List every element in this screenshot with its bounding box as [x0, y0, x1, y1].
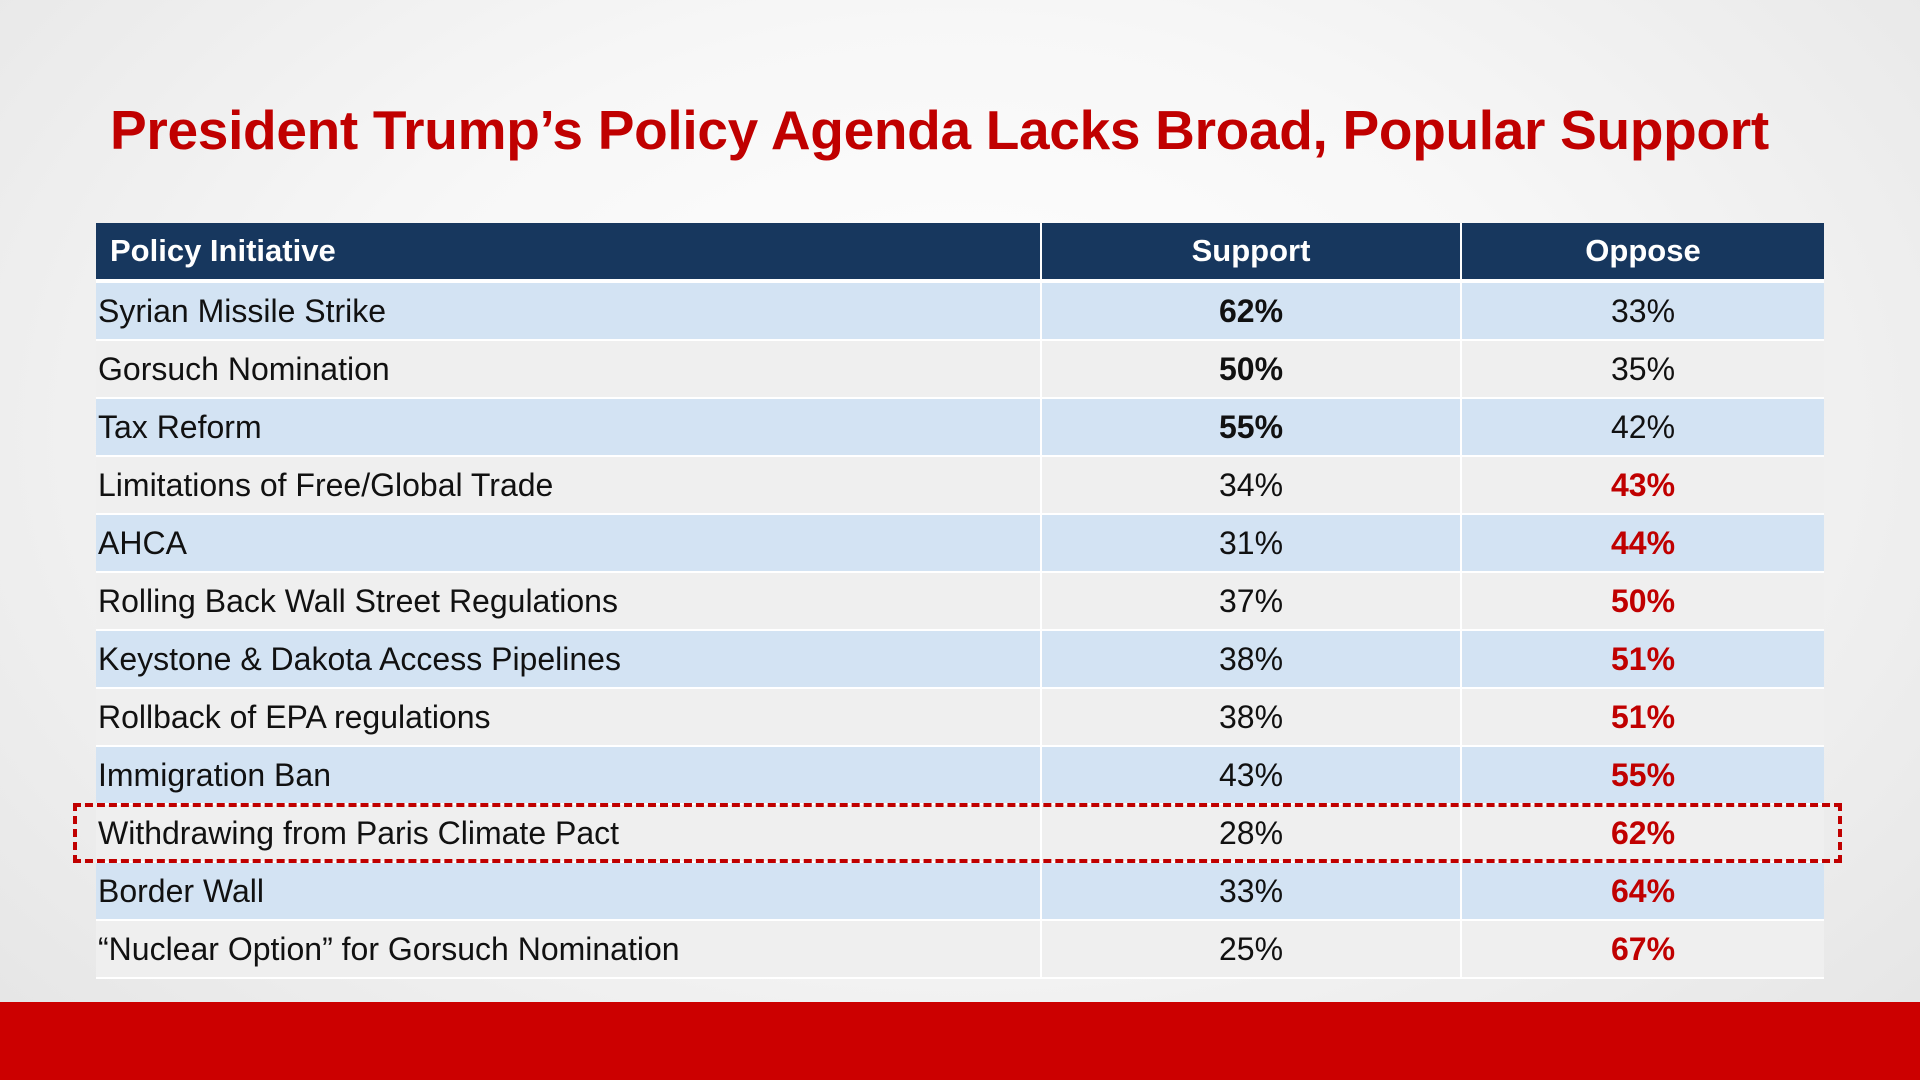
policy-name-cell: Withdrawing from Paris Climate Pact: [96, 804, 1042, 863]
support-value-cell: 25%: [1041, 920, 1462, 979]
oppose-value-cell: 67%: [1461, 920, 1824, 979]
policy-name-cell: “Nuclear Option” for Gorsuch Nomination: [96, 920, 1042, 979]
support-value-cell: 50%: [1041, 340, 1462, 399]
oppose-value-cell: 51%: [1461, 688, 1824, 747]
oppose-value-cell: 64%: [1461, 862, 1824, 921]
table-row: Withdrawing from Paris Climate Pact 28% 62…: [96, 804, 1824, 863]
table-row: Keystone & Dakota Access Pipelines 38% 51%: [96, 630, 1824, 689]
policy-name-cell: Keystone & Dakota Access Pipelines: [96, 630, 1042, 689]
policy-name-cell: Rolling Back Wall Street Regulations: [96, 572, 1042, 631]
oppose-value-cell: 43%: [1461, 456, 1824, 515]
table-row: Border Wall 33% 64%: [96, 862, 1824, 921]
table-body: Syrian Missile Strike 62% 33% Gorsuch Nomin…: [96, 281, 1824, 979]
table-row: Tax Reform 55% 42%: [96, 398, 1824, 457]
policy-name-cell: Syrian Missile Strike: [96, 281, 1042, 341]
support-value-cell: 31%: [1041, 514, 1462, 573]
table-row: Rollback of EPA regulations 38% 51%: [96, 688, 1824, 747]
table-row: Limitations of Free/Global Trade 34% 43%: [96, 456, 1824, 515]
policy-table: Policy Initiative Support Oppose Syrian …: [96, 223, 1824, 979]
table-row: Gorsuch Nomination 50% 35%: [96, 340, 1824, 399]
column-header-policy: Policy Initiative: [96, 223, 1042, 283]
oppose-value-cell: 51%: [1461, 630, 1824, 689]
table-row: AHCA 31% 44%: [96, 514, 1824, 573]
policy-name-cell: Border Wall: [96, 862, 1042, 921]
support-value-cell: 34%: [1041, 456, 1462, 515]
policy-name-cell: Gorsuch Nomination: [96, 340, 1042, 399]
oppose-value-cell: 33%: [1461, 281, 1824, 341]
footer-bar: [0, 1002, 1920, 1080]
support-value-cell: 55%: [1041, 398, 1462, 457]
policy-name-cell: Rollback of EPA regulations: [96, 688, 1042, 747]
oppose-value-cell: 44%: [1461, 514, 1824, 573]
table-header-row: Policy Initiative Support Oppose: [96, 223, 1824, 283]
table-row: Rolling Back Wall Street Regulations 37% 5…: [96, 572, 1824, 631]
policy-name-cell: Tax Reform: [96, 398, 1042, 457]
support-value-cell: 38%: [1041, 688, 1462, 747]
oppose-value-cell: 62%: [1461, 804, 1824, 863]
column-header-oppose: Oppose: [1461, 223, 1824, 283]
policy-name-cell: Immigration Ban: [96, 746, 1042, 805]
table-row: “Nuclear Option” for Gorsuch Nomination 2…: [96, 920, 1824, 979]
support-value-cell: 37%: [1041, 572, 1462, 631]
table-row: Immigration Ban 43% 55%: [96, 746, 1824, 805]
table-row: Syrian Missile Strike 62% 33%: [96, 281, 1824, 341]
oppose-value-cell: 55%: [1461, 746, 1824, 805]
support-value-cell: 62%: [1041, 281, 1462, 341]
support-value-cell: 28%: [1041, 804, 1462, 863]
slide-title: President Trump’s Policy Agenda Lacks Br…: [110, 99, 1769, 161]
column-header-support: Support: [1041, 223, 1462, 283]
support-value-cell: 33%: [1041, 862, 1462, 921]
support-value-cell: 43%: [1041, 746, 1462, 805]
support-value-cell: 38%: [1041, 630, 1462, 689]
oppose-value-cell: 50%: [1461, 572, 1824, 631]
oppose-value-cell: 35%: [1461, 340, 1824, 399]
policy-name-cell: Limitations of Free/Global Trade: [96, 456, 1042, 515]
oppose-value-cell: 42%: [1461, 398, 1824, 457]
policy-table-container: Policy Initiative Support Oppose Syrian …: [96, 223, 1824, 979]
policy-name-cell: AHCA: [96, 514, 1042, 573]
